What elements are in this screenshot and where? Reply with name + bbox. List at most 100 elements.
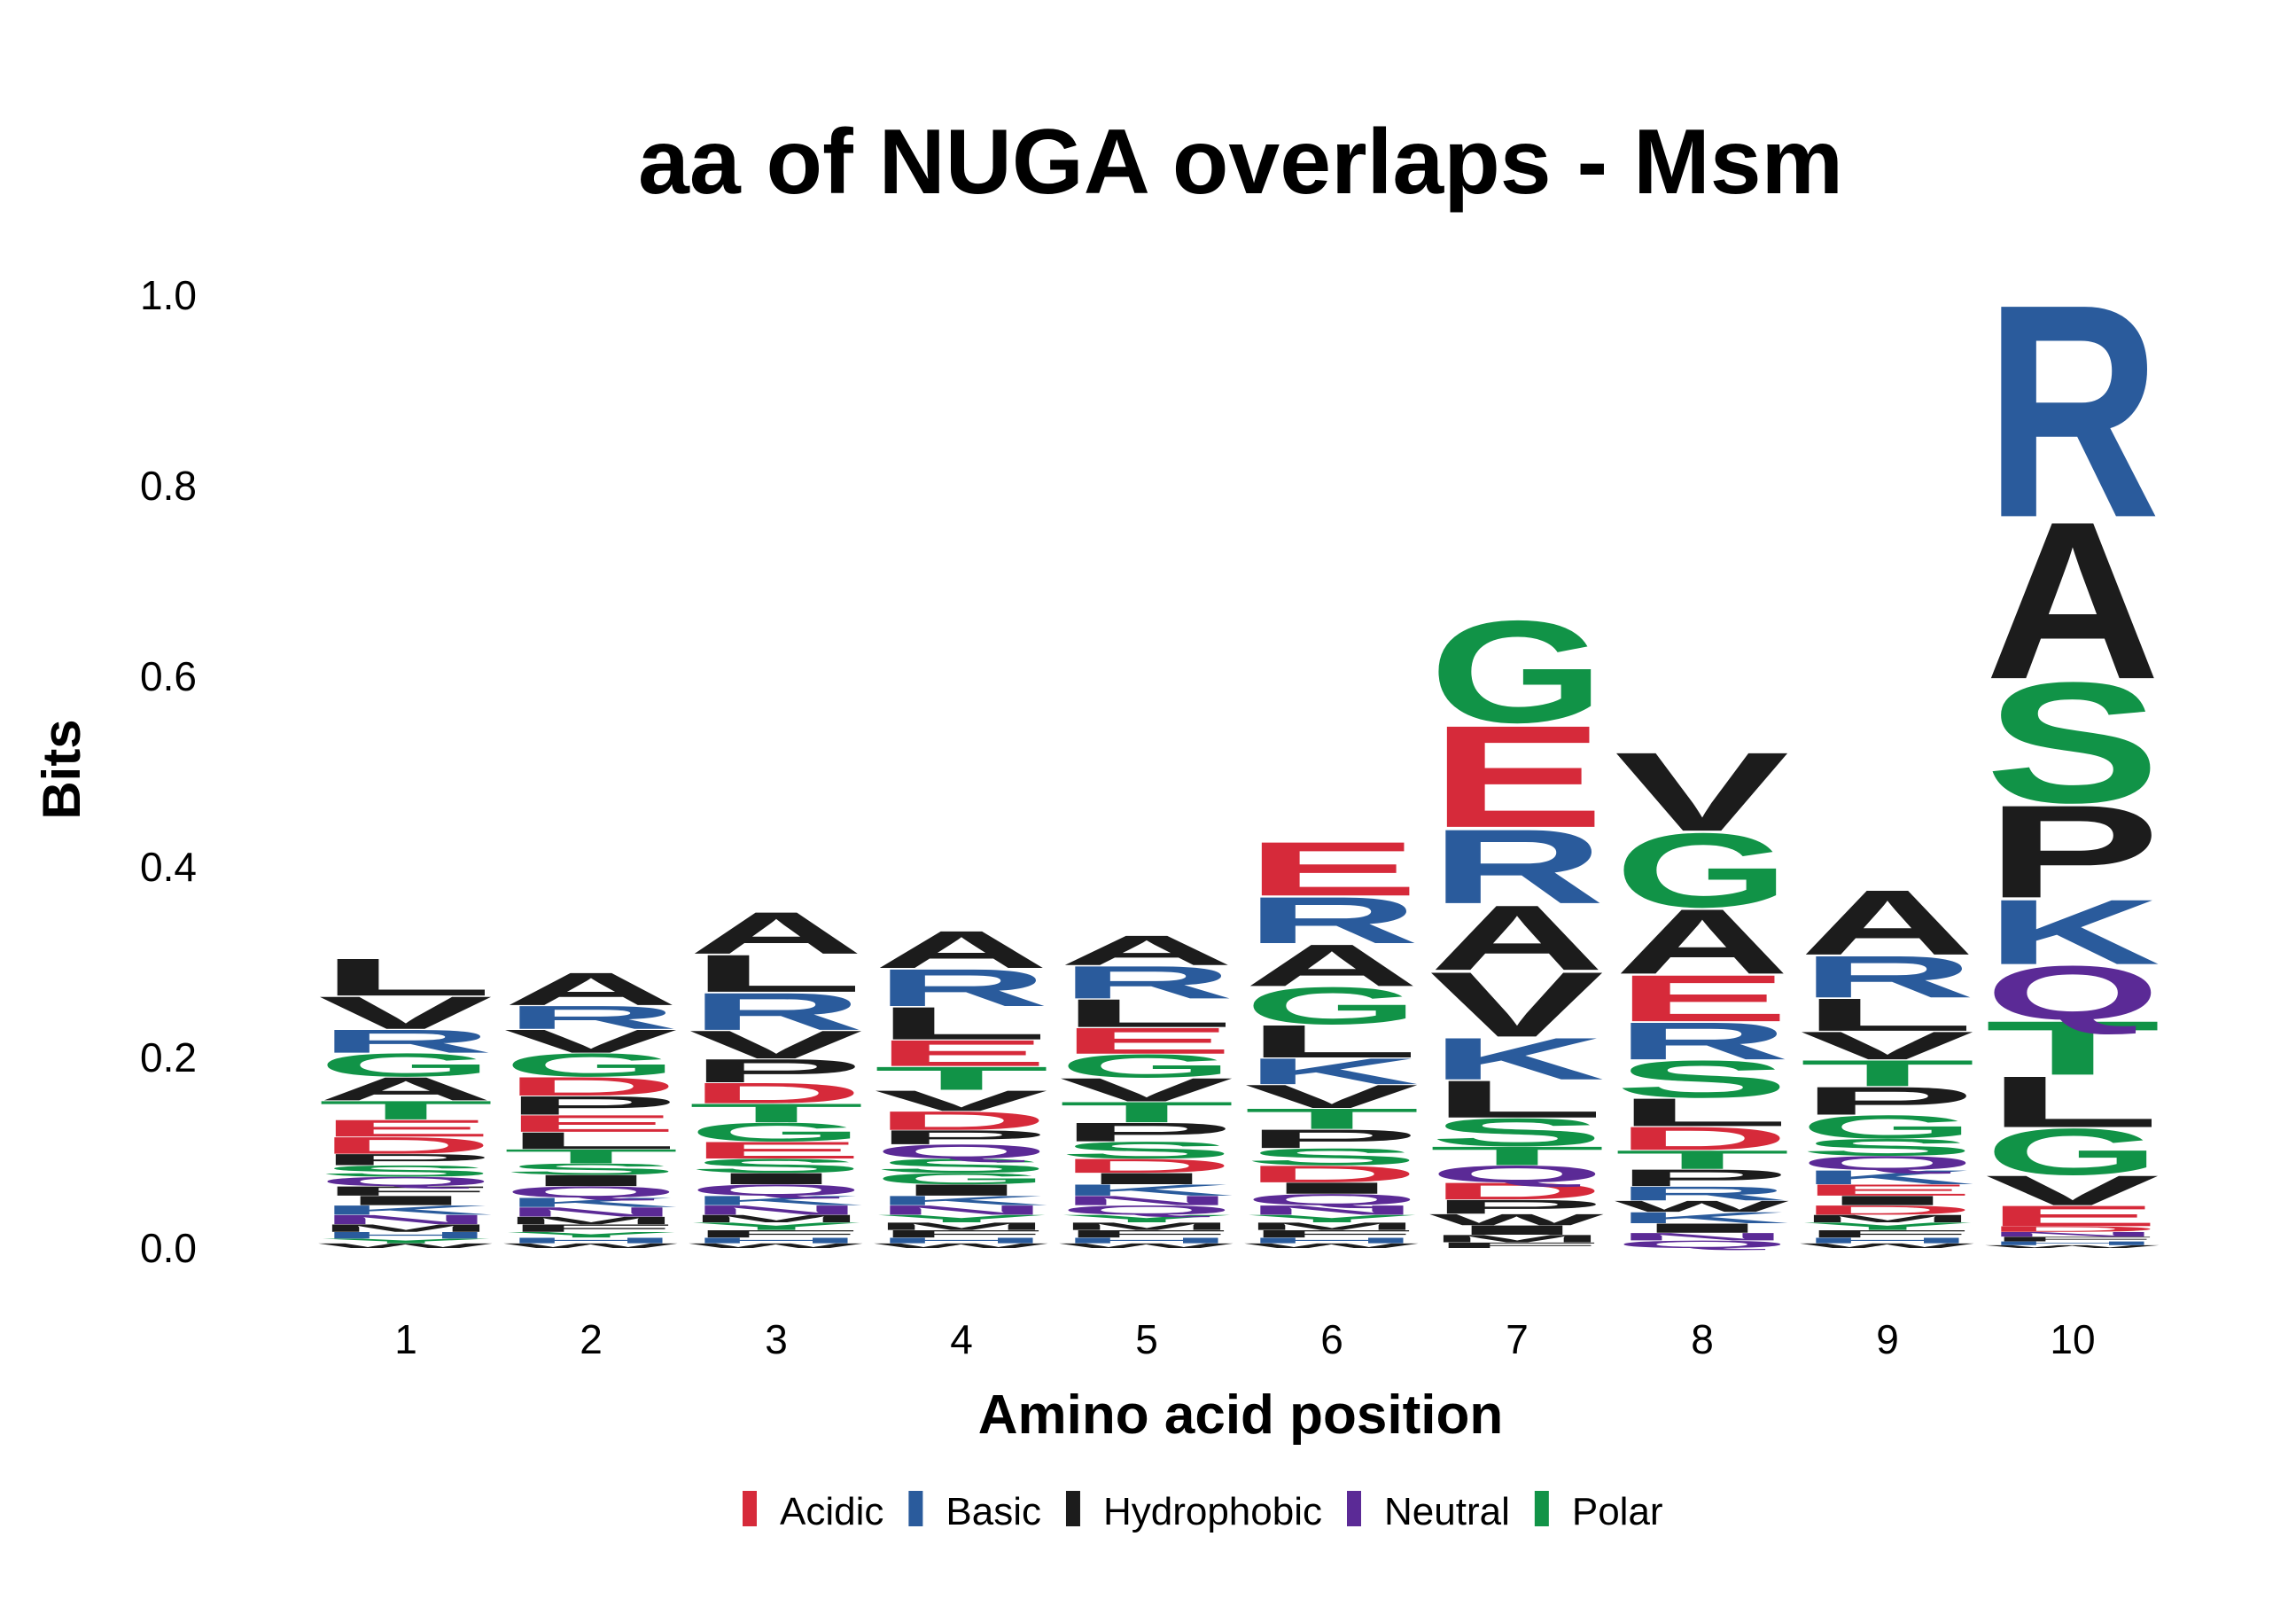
y-axis-label: Bits [32,719,91,819]
logo-letter-G: G [874,1170,1049,1188]
legend-label: Neutral [1384,1490,1510,1533]
y-tick-label: 0.2 [140,1034,197,1080]
logo-letter-Q: Q [503,1183,679,1201]
logo-letter-L: L [1429,1070,1605,1129]
logo-letter-A: A [1800,870,1975,974]
logo-letter-P: P [689,1052,864,1089]
logo-letter-S: S [1800,1134,1975,1160]
logo-letter-S: S [874,1155,1049,1177]
logo-letter-R: R [1429,807,1605,925]
y-tick-label: 1.0 [140,272,197,318]
y-tick-label: 0.0 [140,1225,197,1271]
logo-letter-Y: Y [1059,1213,1234,1224]
logo-letter-T: T [1985,1005,2160,1091]
logo-letter-Q: Q [689,1182,864,1199]
legend-swatch [1347,1491,1361,1526]
logo-letter-I: I [1244,1180,1420,1197]
x-axis-label: Amino acid position [978,1384,1503,1446]
logo-letter-I: I [689,1170,864,1188]
logo-letter-W: W [689,1242,864,1249]
logo-letter-A: A [1429,885,1605,989]
logo-letter-R: R [1059,956,1234,1009]
logo-letter-F: F [689,1228,864,1239]
logo-letter-L: L [318,948,494,1007]
x-tick-label: 10 [2050,1316,2095,1362]
logo-letter-N: N [1615,1231,1790,1243]
logo-letter-K: K [318,1203,494,1218]
logo-letter-G: G [1800,1109,1975,1146]
logo-letter-K: K [1985,880,2160,984]
logo-letter-Y: Y [689,1221,864,1232]
logo-letter-L: L [1800,989,1975,1041]
y-tick-label: 0.6 [140,653,197,699]
logo-letter-A: A [318,1071,494,1108]
logo-letter-F: F [318,1183,494,1198]
logo-letter-R: R [689,982,864,1041]
x-axis-ticks: 1 2 3 4 5 6 7 8 9 10 [394,1316,2095,1362]
logo-letter-K: K [1244,1050,1420,1092]
logo-letter-R: R [1244,883,1420,957]
logo-letter-F: F [1429,1241,1605,1250]
logo-letter-T: T [1059,1096,1234,1128]
logo-letter-T: T [1244,1103,1420,1135]
logo-letter-D: D [503,1072,679,1101]
logo-letter-P: P [1985,777,2160,925]
logo-letter-W: W [1059,1242,1234,1249]
x-tick-label: 7 [1506,1316,1529,1362]
logo-letter-N: N [1059,1193,1234,1208]
logo-letter-P: P [318,1150,494,1168]
logo-letter-I: I [1615,1221,1790,1236]
legend-label: Basic [946,1490,1041,1533]
logo-letter-M: M [318,1222,494,1234]
logo-letter-N: N [503,1205,679,1220]
logo-letter-D: D [1429,1178,1605,1205]
logo-letter-R: R [1615,1182,1790,1205]
logo-letter-T: T [874,1060,1049,1097]
logo-letter-R: R [874,958,1049,1018]
logo-letter-W: W [1615,1197,1789,1215]
legend-label: Hydrophobic [1103,1490,1322,1533]
logo-letter-V: V [1800,1024,1974,1068]
logo-letter-K: K [503,1195,679,1210]
logo-letter-P: P [1800,1079,1975,1123]
logo-letter-V: V [503,1023,678,1060]
logo-letter-S: S [1244,1143,1420,1170]
logo-letter-L: L [1985,1061,2160,1143]
logo-letter-A: A [1059,927,1234,974]
legend-label: Polar [1572,1490,1663,1533]
logo-letter-H: H [1800,1236,1975,1245]
legend-swatch [908,1491,923,1526]
logo-letter-E: E [318,1115,494,1142]
legend-swatch [1065,1491,1080,1526]
logo-letter-K: K [1800,1166,1975,1189]
logo-letter-F: F [1800,1228,1975,1239]
logo-letter-N: N [689,1203,864,1218]
logo-letter-A: A [689,900,864,966]
logo-letter-V: V [1244,1078,1419,1115]
logo-letter-L: L [1244,1016,1420,1067]
logo-letter-S: S [689,1155,864,1177]
logo-letter-P: P [1615,1165,1790,1191]
legend-swatch [1534,1491,1549,1526]
logo-letter-S: S [1615,1049,1790,1109]
logo-letter-H: H [1244,1236,1420,1245]
x-tick-label: 5 [1135,1316,1158,1362]
logo-letter-M: M [874,1221,1049,1232]
logo-letter-L: L [1059,991,1234,1035]
logo-letter-S: S [1059,1137,1234,1164]
logo-letter-G: G [318,1047,494,1084]
x-tick-label: 9 [1876,1316,1899,1362]
x-tick-label: 3 [765,1316,788,1362]
logo-letter-R: R [503,999,679,1036]
logo-letter-P: P [503,1090,679,1119]
logo-letter-Q: Q [1615,1238,1790,1250]
logo-letter-F: F [503,1222,679,1234]
logo-letter-A: A [1615,890,1790,994]
logo-letter-D: D [689,1077,864,1110]
logo-letter-E: E [689,1137,864,1164]
logo-letter-H: H [689,1236,864,1245]
x-tick-label: 2 [580,1316,603,1362]
logo-letter-A: A [874,920,1049,979]
logo-letter-S: S [318,1162,494,1180]
y-tick-label: 0.4 [140,844,197,890]
